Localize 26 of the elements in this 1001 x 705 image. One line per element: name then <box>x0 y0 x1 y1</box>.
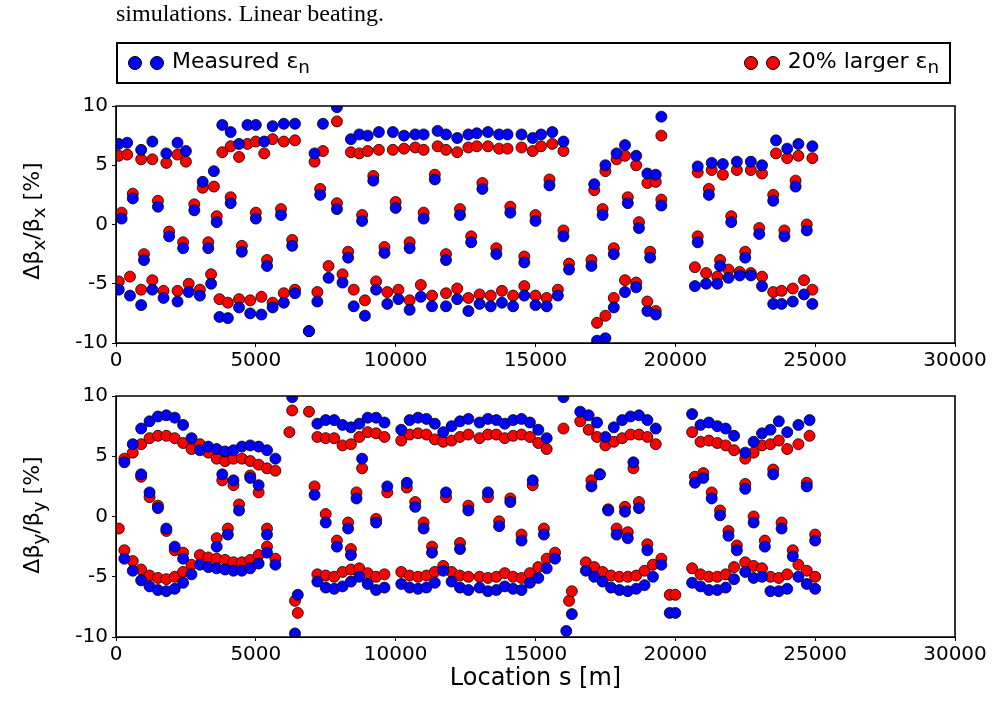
chart-title: simulations. Linear beating. <box>116 0 384 27</box>
y-tick-label: 10 <box>82 92 108 117</box>
x-tick-label: 10000 <box>363 641 428 666</box>
y-tick-label: -5 <box>88 562 108 587</box>
x-tick-label: 20000 <box>643 347 708 372</box>
x-tick-label: 10000 <box>363 347 428 372</box>
x-tick-label: 20000 <box>643 641 708 666</box>
x-tick-label: 25000 <box>783 347 847 372</box>
y-tick-label: 0 <box>95 502 108 527</box>
x-tick-label: 5000 <box>230 347 282 372</box>
legend-label: Measured ε$_{n}$ <box>172 48 310 78</box>
x-tick-label: 15000 <box>503 641 568 666</box>
y-tick-label: 5 <box>95 442 108 467</box>
y-tick-label: 10 <box>82 382 108 407</box>
y-tick-label: 5 <box>95 151 108 176</box>
legend-label: 20% larger ε$_{n}$ <box>787 48 939 78</box>
x-tick-label: 30000 <box>923 641 987 666</box>
x-axis-title: Location s [m] <box>449 663 622 691</box>
x-tick-label: 25000 <box>783 641 847 666</box>
x-tick-label: 5000 <box>230 641 282 666</box>
x-tick-label: 30000 <box>923 347 987 372</box>
x-tick-label: 15000 <box>503 347 568 372</box>
y-tick-label: -10 <box>75 623 108 648</box>
y-tick-label: -10 <box>75 329 108 354</box>
y-tick-label: 0 <box>95 210 108 235</box>
y-tick-label: -5 <box>88 269 108 294</box>
